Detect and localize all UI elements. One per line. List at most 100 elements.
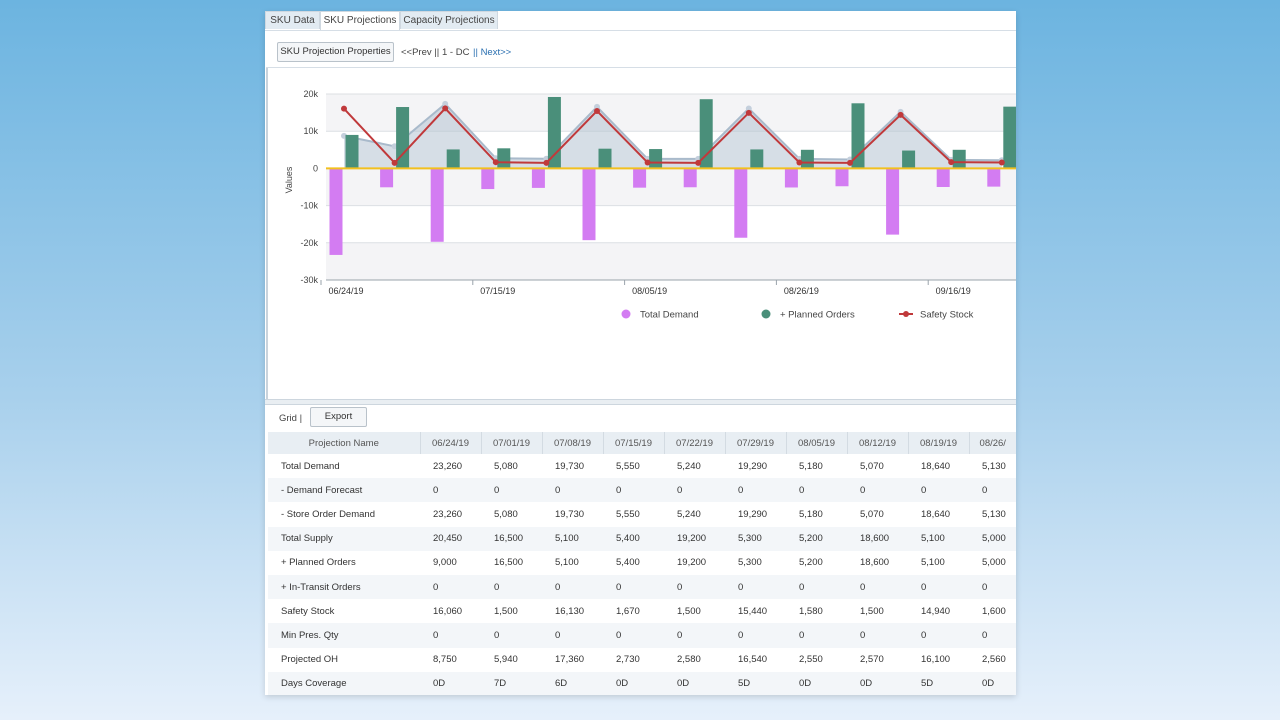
table-row[interactable]: Total Demand 23,260 5,080 19,730 5,550 5,240 1… <box>268 454 1016 479</box>
legend-label: Total Demand <box>640 310 699 321</box>
table-cell: 0 <box>542 574 603 600</box>
column-header-week[interactable]: 08/19/19 <box>907 432 969 454</box>
table-cell: 5,550 <box>603 502 664 527</box>
row-name: + In-Transit Orders <box>268 574 420 600</box>
grid-band <box>326 242 1016 280</box>
row-name: Min Pres. Qty <box>268 623 420 648</box>
table-row[interactable]: Safety Stock 16,060 1,500 16,130 1,670 1,500 1… <box>268 599 1016 624</box>
table-row[interactable]: Projected OH 8,750 5,940 17,360 2,730 2,580 16… <box>268 647 1016 672</box>
table-cell: 2,580 <box>664 647 725 672</box>
planned-orders-bar <box>547 96 561 169</box>
table-cell: 5,100 <box>542 526 603 551</box>
table-cell: 5,200 <box>786 550 847 575</box>
app-window: SKU Data SKU Projections Capacity Projec… <box>265 11 1016 695</box>
row-name: Projected OH <box>268 647 420 672</box>
table-cell: 5D <box>908 671 969 695</box>
table-cell: 5,300 <box>725 526 786 551</box>
table-cell: 0 <box>725 574 786 600</box>
table-cell: 5,100 <box>908 526 969 551</box>
prev-link[interactable]: <<Prev || <box>401 47 440 58</box>
column-header-week[interactable]: 07/15/19 <box>602 432 664 454</box>
table-cell: 5,000 <box>969 526 1016 551</box>
table-cell: 19,200 <box>664 526 725 551</box>
table-cell: 5D <box>725 671 786 695</box>
planned-orders-bar <box>800 149 814 169</box>
grid-toolbar: Grid | Export <box>265 405 1016 432</box>
table-cell: 5,100 <box>908 550 969 575</box>
column-header-projection-name[interactable]: Projection Name <box>268 432 420 454</box>
table-cell: 5,070 <box>847 454 908 479</box>
table-cell: 0 <box>603 574 664 600</box>
demand-bar <box>329 168 343 255</box>
legend-total-demand[interactable]: Total Demand <box>621 309 699 321</box>
legend-planned-orders[interactable]: + Planned Orders <box>761 309 855 321</box>
column-header-week[interactable]: 07/08/19 <box>541 432 603 454</box>
safety-stock-point <box>644 159 651 166</box>
table-row[interactable]: + In-Transit Orders 0 0 0 0 0 0 0 0 0 0 <box>268 574 1016 600</box>
safety-stock-point <box>998 159 1005 166</box>
table-cell: 5,130 <box>969 502 1016 527</box>
planned-orders-bar <box>952 149 966 169</box>
demand-bar <box>380 168 394 188</box>
table-cell: 16,500 <box>481 526 542 551</box>
demand-bar <box>886 168 900 235</box>
column-header-week[interactable]: 08/26/ <box>968 432 1016 454</box>
column-header-week[interactable]: 07/29/19 <box>724 432 786 454</box>
next-link[interactable]: || Next>> <box>473 47 512 58</box>
export-button[interactable]: Export <box>310 407 367 427</box>
table-cell: 0 <box>786 478 847 503</box>
table-cell: 0 <box>420 623 481 648</box>
column-header-week[interactable]: 07/01/19 <box>480 432 542 454</box>
panel-splitter[interactable] <box>265 399 1016 405</box>
column-header-week[interactable]: 08/05/19 <box>785 432 847 454</box>
table-cell: 0 <box>664 623 725 648</box>
table-cell: 5,400 <box>603 526 664 551</box>
safety-stock-point <box>897 111 904 118</box>
table-row[interactable]: - Store Order Demand 23,260 5,080 19,730 5,5… <box>268 502 1016 527</box>
table-cell: 5,400 <box>603 550 664 575</box>
safety-stock-point <box>543 159 550 166</box>
y-tick-label: 20k <box>303 89 318 99</box>
row-name: Total Demand <box>268 454 420 479</box>
table-cell: 0 <box>969 574 1016 600</box>
planned-orders-bar <box>902 150 916 169</box>
table-cell: 16,500 <box>481 550 542 575</box>
demand-bar <box>481 168 495 190</box>
table-row[interactable]: Min Pres. Qty 0 0 0 0 0 0 0 0 0 0 <box>268 623 1016 648</box>
table-cell: 0D <box>786 671 847 695</box>
legend-marker <box>903 311 909 317</box>
table-cell: 19,290 <box>725 502 786 527</box>
table-cell: 5,300 <box>725 550 786 575</box>
planned-orders-bar <box>1003 106 1016 169</box>
table-cell: 0D <box>664 671 725 695</box>
table-cell: 0 <box>725 623 786 648</box>
table-cell: 2,730 <box>603 647 664 672</box>
table-row[interactable]: Days Coverage 0D 7D 6D 0D 0D 5D 0D 0D 5D 0D <box>268 671 1016 695</box>
table-cell: 16,130 <box>542 599 603 624</box>
table-cell: 5,000 <box>969 550 1016 575</box>
table-cell: 5,130 <box>969 454 1016 479</box>
column-header-week[interactable]: 08/12/19 <box>846 432 908 454</box>
column-header-week[interactable]: 06/24/19 <box>419 432 481 454</box>
table-cell: 18,600 <box>847 550 908 575</box>
table-cell: 0 <box>542 623 603 648</box>
tab-sku-projections[interactable]: SKU Projections <box>320 11 400 30</box>
table-row[interactable]: Total Supply 20,450 16,500 5,100 5,400 19,200… <box>268 526 1016 551</box>
tab-sku-data[interactable]: SKU Data <box>265 11 320 29</box>
column-header-week[interactable]: 07/22/19 <box>663 432 725 454</box>
y-tick-label: 0 <box>313 163 318 173</box>
sku-projection-properties-button[interactable]: SKU Projection Properties <box>277 42 394 62</box>
legend-safety-stock[interactable]: Safety Stock <box>899 310 974 321</box>
table-row[interactable]: - Demand Forecast 0 0 0 0 0 0 0 0 0 0 <box>268 478 1016 503</box>
table-cell: 5,240 <box>664 502 725 527</box>
table-cell: 7D <box>481 671 542 695</box>
tab-bar: SKU Data SKU Projections Capacity Projec… <box>265 11 1016 31</box>
tab-capacity-projections[interactable]: Capacity Projections <box>400 11 498 29</box>
table-row[interactable]: + Planned Orders 9,000 16,500 5,100 5,400 19,… <box>268 550 1016 575</box>
safety-stock-point <box>594 107 600 114</box>
table-cell: 18,640 <box>908 502 969 527</box>
table-cell: 0 <box>481 574 542 600</box>
projection-toolbar: SKU Projection Properties <<Prev || 1 - … <box>266 31 1016 68</box>
x-tick-label: 09/16/19 <box>936 286 971 296</box>
row-name: Days Coverage <box>268 671 420 695</box>
